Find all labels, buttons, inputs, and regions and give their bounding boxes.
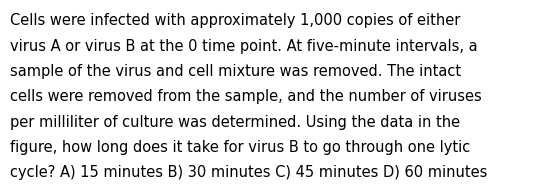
Text: figure, how long does it take for virus B to go through one lytic: figure, how long does it take for virus … (10, 140, 470, 155)
Text: sample of the virus and cell mixture was removed. The intact: sample of the virus and cell mixture was… (10, 64, 461, 79)
Text: cells were removed from the sample, and the number of viruses: cells were removed from the sample, and … (10, 89, 482, 104)
Text: cycle? A) 15 minutes B) 30 minutes C) 45 minutes D) 60 minutes: cycle? A) 15 minutes B) 30 minutes C) 45… (10, 165, 488, 180)
Text: per milliliter of culture was determined. Using the data in the: per milliliter of culture was determined… (10, 115, 460, 130)
Text: Cells were infected with approximately 1,000 copies of either: Cells were infected with approximately 1… (10, 13, 460, 28)
Text: virus A or virus B at the 0 time point. At five-minute intervals, a: virus A or virus B at the 0 time point. … (10, 39, 478, 54)
